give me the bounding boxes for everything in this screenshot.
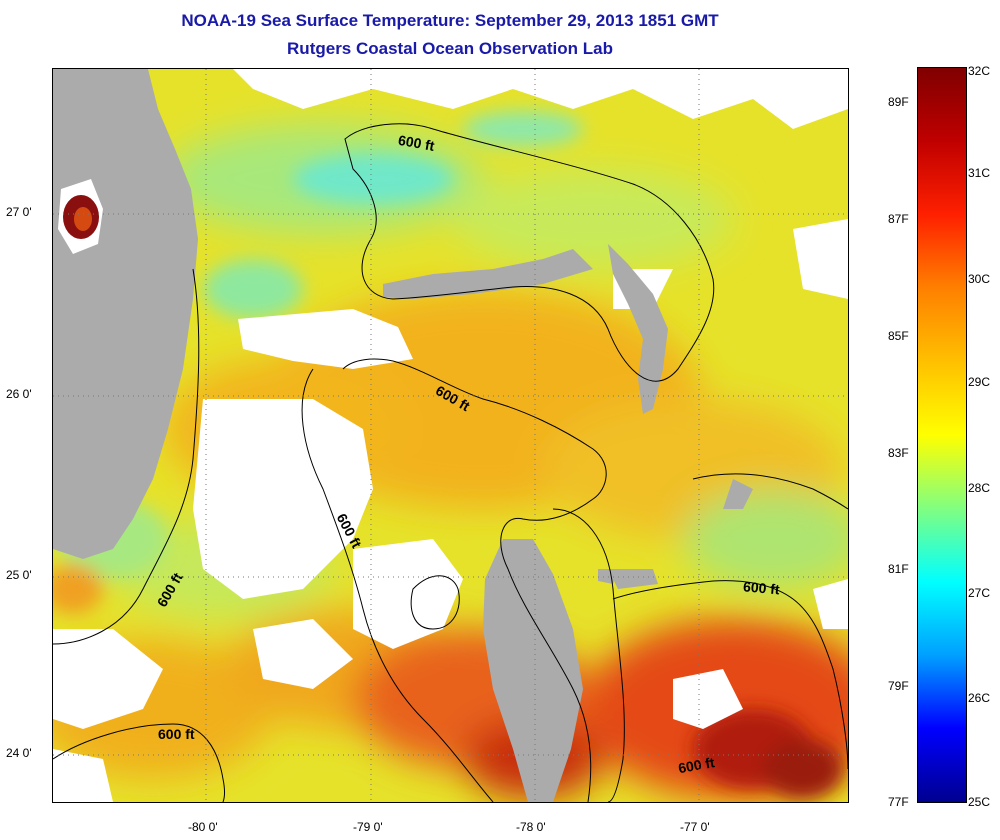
contour-straits — [301, 368, 494, 802]
contour-label-5: 600 ft — [742, 578, 780, 597]
colorbar-c-31: 31C — [968, 166, 991, 180]
colorbar-c-28: 28C — [968, 481, 991, 495]
lake-okeechobee — [63, 195, 99, 239]
colorbar-f-83: 83F — [888, 446, 909, 460]
colorbar-c-27: 27C — [968, 586, 991, 600]
abaco — [608, 244, 668, 414]
longitude-label-80: -80 0' — [188, 820, 218, 834]
colorbar-f-85: 85F — [888, 329, 909, 343]
colorbar-f-87: 87F — [888, 212, 909, 226]
contour-andros-east — [552, 508, 625, 802]
depth-contours — [53, 123, 848, 802]
longitude-label-78: -78 0' — [516, 820, 546, 834]
latitude-label-26: 26 0' — [6, 387, 32, 401]
colorbar-f-77: 77F — [888, 795, 909, 809]
contour-label-7: 600 ft — [677, 754, 716, 776]
colorbar-c-29: 29C — [968, 375, 991, 389]
map-subtitle: Rutgers Coastal Ocean Observation Lab — [287, 39, 613, 58]
colorbar-f-89: 89F — [888, 95, 909, 109]
contour-label-6: 600 ft — [158, 726, 195, 742]
andros — [483, 539, 583, 802]
colorbar-f-81: 81F — [888, 562, 909, 576]
colorbar-c-26: 26C — [968, 691, 991, 705]
new-providence — [608, 569, 658, 589]
land-masses — [53, 69, 753, 802]
no-data-areas — [53, 69, 848, 802]
latitude-label-25: 25 0' — [6, 568, 32, 582]
contour-florida-shelf — [53, 268, 200, 645]
contour-south-east — [612, 580, 848, 770]
temperature-colorbar — [917, 67, 967, 803]
graticule — [53, 69, 848, 802]
contour-little-bahama-bank — [344, 123, 715, 382]
contour-label-1: 600 ft — [397, 132, 436, 154]
longitude-label-77: -77 0' — [680, 820, 710, 834]
eleuthera — [723, 479, 753, 509]
map-title: NOAA-19 Sea Surface Temperature: Septemb… — [181, 11, 719, 30]
colorbar-c-32: 32C — [968, 64, 991, 78]
longitude-label-79: -79 0' — [353, 820, 383, 834]
contour-exuma-sound — [692, 473, 848, 510]
contour-florida-keys — [53, 723, 225, 802]
contour-great-bahama-bank-west — [342, 358, 607, 802]
contour-southwest-gap — [410, 575, 460, 630]
latitude-label-24: 24 0' — [6, 746, 32, 760]
colorbar-c-30: 30C — [968, 272, 991, 286]
colorbar-c-25: 25C — [968, 795, 991, 809]
colorbar-f-79: 79F — [888, 679, 909, 693]
sst-map: 600 ft 600 ft 600 ft 600 ft 600 ft 600 f… — [52, 68, 849, 803]
grand-bahama — [383, 249, 593, 299]
latitude-label-27: 27 0' — [6, 205, 32, 219]
